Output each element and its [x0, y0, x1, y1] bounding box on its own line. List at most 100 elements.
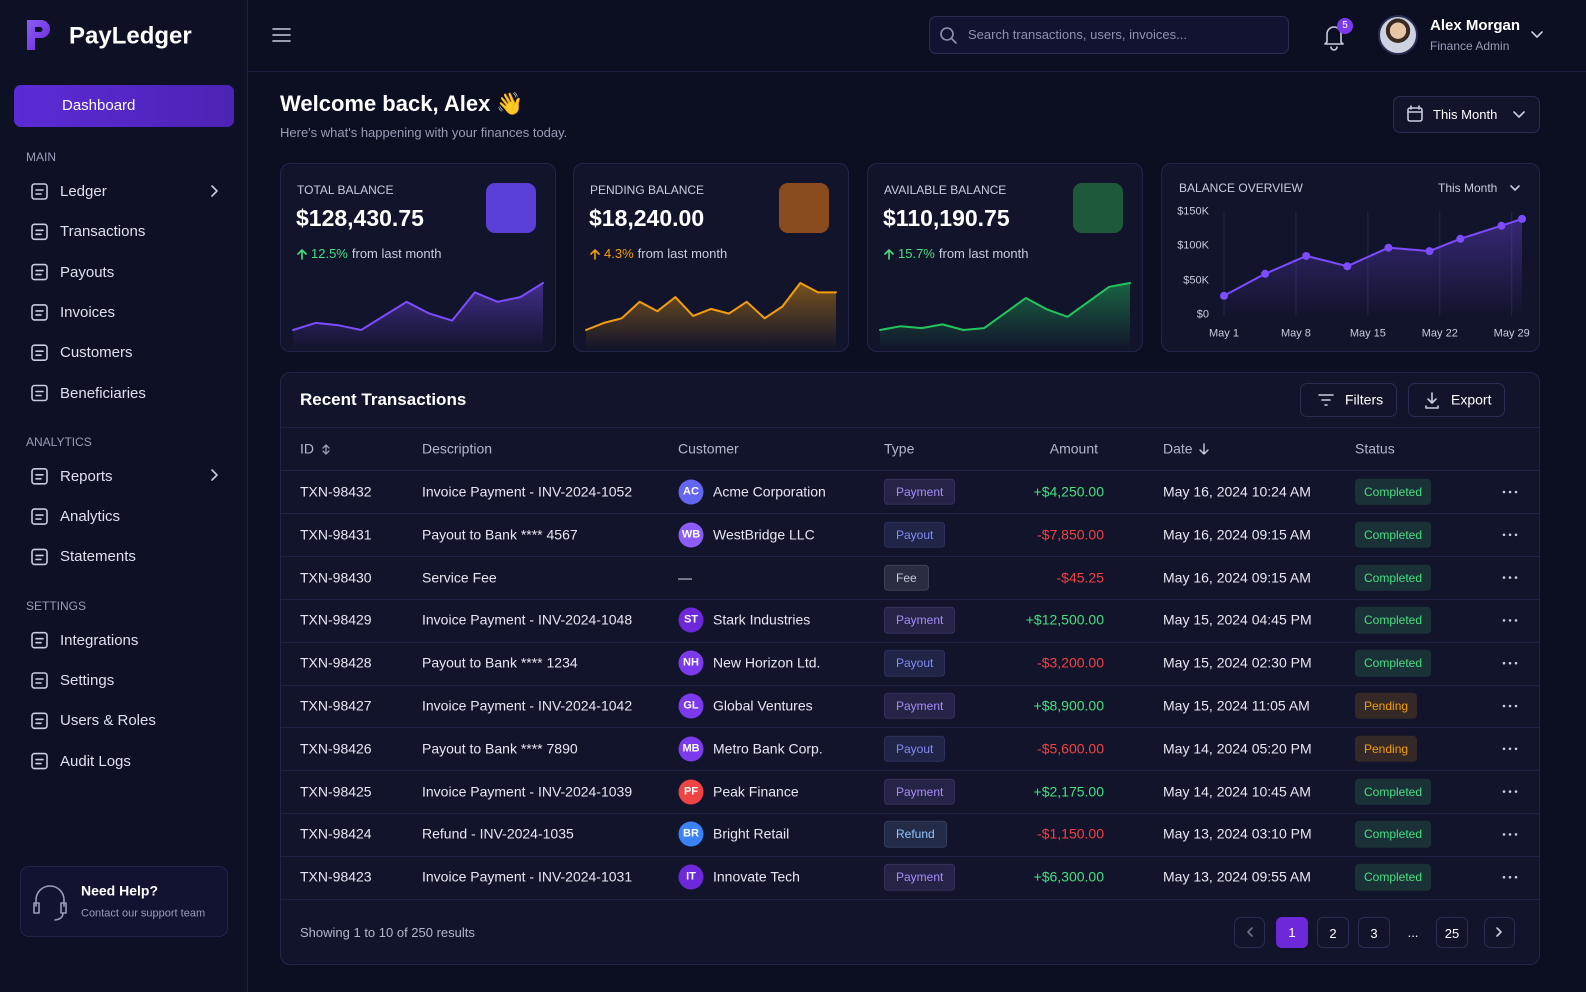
line-area [1224, 218, 1522, 315]
amount: +$4,250.00 [1033, 483, 1104, 500]
nav-label[interactable]: Users & Roles [60, 712, 156, 730]
nav-icon [35, 229, 44, 236]
nav-icon [35, 637, 44, 644]
filters-label[interactable]: Filters [1345, 391, 1384, 408]
row-menu[interactable] [1498, 782, 1522, 802]
row-divider [281, 684, 1539, 686]
nav-label[interactable]: Settings [60, 672, 115, 689]
pagination-prev[interactable] [1247, 927, 1253, 937]
nav-item[interactable] [14, 295, 234, 331]
nav-icon [31, 508, 48, 525]
point [1384, 243, 1393, 252]
column-header: Customer [678, 440, 739, 457]
column-header: Amount [1049, 440, 1098, 457]
menu-icon[interactable] [272, 28, 291, 42]
row-menu[interactable] [1498, 482, 1522, 502]
customer-avatar: WB [678, 522, 704, 548]
stat-value: $18,240.00 [589, 205, 705, 232]
search-box[interactable] [929, 16, 1289, 54]
chevron-down[interactable] [1531, 31, 1543, 38]
nav-item[interactable] [14, 255, 234, 291]
page-button[interactable]: ... [1407, 925, 1419, 940]
period-label[interactable]: This Month [1433, 107, 1498, 123]
nav-icon [35, 269, 44, 276]
nav-label[interactable]: Integrations [60, 631, 139, 649]
nav-label[interactable]: Analytics [60, 508, 121, 526]
help-box[interactable] [20, 866, 228, 937]
chart-period[interactable]: This Month [1438, 180, 1498, 195]
row-menu-dot [1508, 704, 1512, 708]
status-badge: Completed [1355, 521, 1432, 548]
chevron-down[interactable] [1510, 185, 1520, 191]
type-badge: Fee [884, 564, 929, 591]
customer-avatar: ST [678, 607, 704, 633]
page-button[interactable]: 1 [1276, 917, 1308, 948]
pagination-prev-box[interactable] [1234, 917, 1265, 948]
row-menu[interactable] [1498, 653, 1522, 673]
nav-item[interactable] [14, 663, 234, 699]
nav-label[interactable]: Audit Logs [60, 752, 131, 770]
point [1261, 269, 1270, 278]
point [1343, 262, 1352, 271]
chevron-right[interactable] [211, 185, 218, 197]
nav-label[interactable]: Transactions [60, 223, 146, 241]
row-menu[interactable] [1498, 739, 1522, 759]
nav-icon [35, 554, 44, 561]
row-menu[interactable] [1498, 696, 1522, 716]
nav-label[interactable]: Invoices [60, 303, 116, 321]
customer-name: Innovate Tech [713, 868, 800, 885]
nav-label[interactable]: Customers [60, 344, 133, 362]
up-arrow [297, 249, 307, 260]
user-avatar[interactable] [1378, 15, 1418, 55]
nav-icon [35, 514, 44, 520]
export-label[interactable]: Export [1451, 391, 1492, 408]
row-menu[interactable] [1498, 867, 1522, 887]
customer-avatar: AC [678, 479, 704, 505]
amount: -$45.25 [1056, 569, 1104, 586]
nav-label[interactable]: Ledger [60, 183, 107, 200]
stat-change: 12.5% [311, 246, 348, 262]
row-menu[interactable] [1498, 525, 1522, 545]
date: May 15, 2024 02:30 PM [1163, 654, 1312, 671]
page-button[interactable]: 2 [1317, 917, 1349, 948]
transaction-id: TXN-98426 [300, 740, 372, 757]
row-divider [281, 599, 1539, 600]
row-menu[interactable] [1498, 824, 1522, 844]
pagination-next-box[interactable] [1484, 917, 1515, 948]
calendar-icon [1407, 105, 1423, 113]
nav-icon [31, 548, 48, 566]
customer-avatar: IT [678, 864, 704, 890]
logo [27, 20, 50, 50]
nav-icon [31, 183, 48, 200]
pagination-next[interactable] [1496, 927, 1502, 937]
page-button[interactable]: 3 [1358, 917, 1390, 948]
nav-item[interactable] [14, 459, 234, 495]
customer-avatar: BR [678, 821, 704, 847]
x-tick-label: May 15 [1349, 327, 1386, 340]
nav-icon [35, 718, 44, 725]
nav-item[interactable] [14, 174, 234, 210]
row-menu-dot [1508, 875, 1512, 879]
date: May 16, 2024 09:15 AM [1163, 526, 1311, 543]
nav-item[interactable] [14, 499, 234, 535]
customer-name: Stark Industries [713, 611, 811, 628]
row-menu-dot [1508, 833, 1512, 836]
description: Invoice Payment - INV-2024-1048 [422, 611, 633, 628]
column-header: Type [884, 440, 915, 457]
nav-label[interactable]: Statements [60, 548, 136, 566]
nav-label[interactable]: Beneficiaries [60, 384, 146, 402]
nav-icon [31, 344, 48, 362]
export-button[interactable] [1408, 383, 1505, 417]
row-menu-dot [1514, 619, 1518, 622]
type-badge: Payment [884, 478, 956, 506]
customer-avatar: NH [678, 650, 704, 676]
page-button[interactable]: 25 [1436, 917, 1468, 948]
row-menu[interactable] [1498, 610, 1522, 630]
nav-item-active[interactable] [14, 85, 234, 127]
nav-label[interactable]: Payouts [60, 263, 115, 281]
chevron-right[interactable] [211, 469, 218, 481]
row-menu[interactable] [1498, 568, 1522, 588]
row-menu-dot [1514, 747, 1518, 751]
nav-label[interactable]: Reports [60, 467, 113, 485]
filters-button[interactable] [1300, 383, 1397, 417]
